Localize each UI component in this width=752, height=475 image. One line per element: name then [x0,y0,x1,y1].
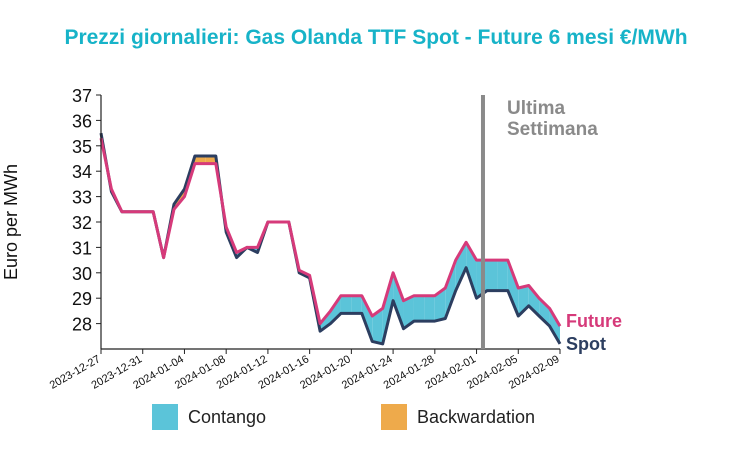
backwardation-fill-segment [194,155,206,164]
legend-item-backwardation: Backwardation [381,404,535,430]
contango-fill-segment [330,295,341,324]
y-tick-label: 34 [72,162,92,182]
contango-fill-segment [361,295,373,342]
contango-fill-segment [507,260,519,316]
legend-label-contango: Contango [188,406,267,427]
last-week-label: Settimana [507,119,598,140]
y-tick-label: 31 [72,238,92,258]
contango-fill-segment [445,260,456,319]
legend-item-contango: Contango [152,404,266,430]
y-tick-label: 32 [72,213,92,233]
y-tick-label: 35 [72,137,92,157]
contango-fill-segment [413,295,425,322]
series-lines [99,132,562,346]
contango-fill-segment [382,272,394,344]
y-tick-label: 33 [72,188,92,208]
y-tick-label: 30 [72,264,92,284]
contango-fill-segment [455,242,467,291]
contango-fill-segment [486,260,498,291]
contango-fill-segment [393,272,404,329]
axes: 282930313233343536372023-12-272023-12-31… [1,86,562,392]
y-tick-label: 37 [72,86,92,106]
spot-end-label: Spot [566,334,606,354]
y-tick-label: 36 [72,111,92,131]
contango-fill-segment [403,295,414,329]
y-axis-title: Euro per MWh [1,164,21,280]
chart-title: Prezzi giornalieri: Gas Olanda TTF Spot … [64,26,688,49]
y-tick-label: 28 [72,315,92,335]
legend-label-backwardation: Backwardation [417,406,536,427]
contango-fill-segment [549,308,560,344]
backwardation-fill-segment [205,155,216,164]
contango-fill-segment [424,295,435,322]
contango-fill-segment [434,288,446,322]
contango-fill-segment [351,295,362,314]
backwardation-swatch [381,404,407,430]
y-tick-label: 29 [72,289,92,309]
contango-swatch [152,404,178,430]
contango-fill-segment [340,295,352,314]
contango-fill-segment [372,308,383,344]
last-week-label: Ultima [507,98,566,119]
future-end-label: Future [566,311,622,331]
series-line-future [99,137,562,327]
contango-fill-segment [497,260,508,291]
contango-fill-segment [539,298,550,327]
